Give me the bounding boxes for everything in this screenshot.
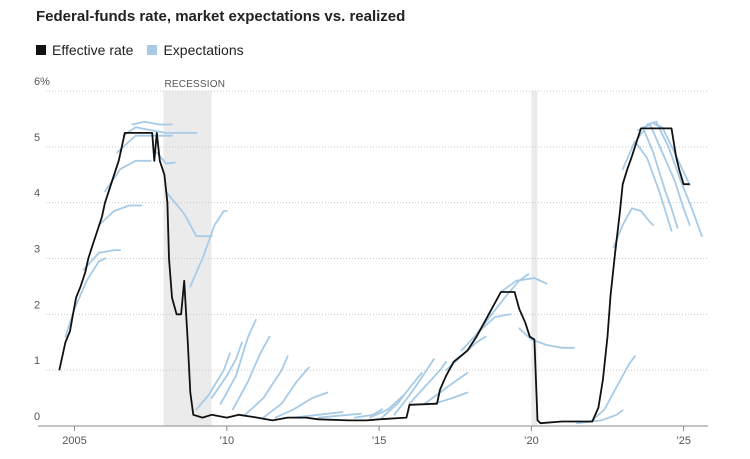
chart-legend: Effective rate Expectations [36,42,250,58]
x-axis: 2005 ’10 ’15 ’20 ’25 [62,426,691,447]
expectations-series [64,120,703,425]
expectation-curve-24 [423,372,469,405]
expectation-curve-35 [631,129,679,229]
expectation-curve-6 [131,120,173,126]
x-tick-label-2: ’15 [372,435,387,447]
expectation-curve-18 [317,412,362,419]
expectation-curve-10 [195,352,231,411]
expectation-curve-22 [393,358,435,416]
legend-label-effective: Effective rate [52,42,134,58]
expectation-curve-17 [292,411,344,419]
expectation-curve-23 [408,360,447,405]
legend-label-expectations: Expectations [163,42,244,58]
y-tick-label-3: 3 [34,244,40,256]
y-tick-label-2: 2 [34,299,40,311]
gridlines [38,90,708,427]
expectation-curve-21 [381,372,423,419]
expectation-curve-30 [518,327,575,349]
expectation-curve-4 [116,134,173,154]
y-tick-label-5: 5 [34,132,40,144]
expectation-curve-16 [274,391,329,419]
expectation-curve-36 [637,123,691,226]
expectation-curve-26 [445,335,487,372]
y-tick-label-0: 0 [34,411,40,423]
expectation-curve-19 [353,408,383,419]
y-tick-label-6: 6% [34,76,50,88]
expectation-curve-32 [591,355,636,422]
expectation-curve-33 [612,207,655,249]
expectation-curve-11 [210,341,243,399]
legend-item-expectations: Expectations [147,42,244,58]
expectation-curve-8 [165,190,213,238]
chart-title: Federal-funds rate, market expectations … [36,8,406,25]
expectation-curve-25 [433,391,469,405]
expectation-curve-1 [82,249,122,271]
expectation-curve-27 [460,313,511,352]
legend-item-effective: Effective rate [36,42,133,58]
expectation-curve-14 [244,355,289,416]
expectation-curve-28 [475,273,530,335]
y-tick-label-4: 4 [34,188,40,200]
recession-band-1 [531,91,538,426]
expectation-curve-2 [98,204,143,226]
effective-rate-series [58,127,690,425]
expectation-curve-3 [104,159,152,193]
expectation-curve-13 [232,335,271,411]
expectation-curve-12 [219,319,257,405]
expectation-curve-5 [122,126,198,137]
expectation-curve-20 [369,394,405,419]
x-tick-label-4: ’25 [676,435,691,447]
y-tick-label-1: 1 [34,355,40,367]
effective-rate-line [58,127,690,425]
recession-annotation: RECESSION [164,79,225,90]
x-tick-label-0: 2005 [62,435,86,447]
y-axis: 0 1 2 3 4 5 6% [34,76,50,423]
legend-swatch-effective [36,45,46,55]
expectation-curve-34 [621,140,673,232]
expectation-curve-15 [262,366,310,419]
expectation-curve-37 [646,120,703,238]
expectation-curve-9 [189,210,228,288]
x-tick-label-1: ’10 [219,435,234,447]
x-tick-label-3: ’20 [524,435,539,447]
legend-swatch-expectations [147,45,158,55]
